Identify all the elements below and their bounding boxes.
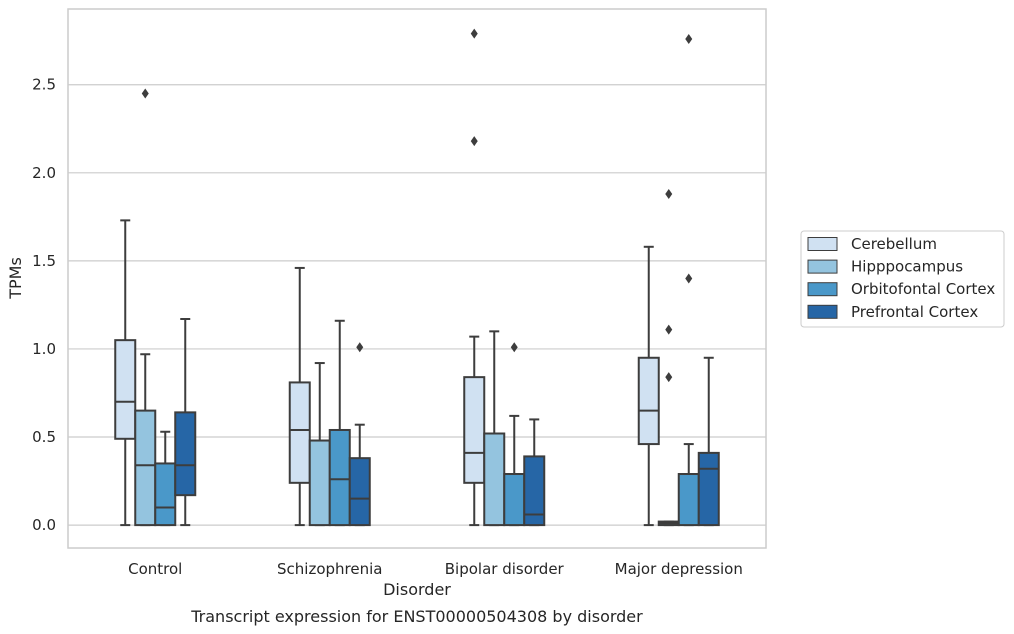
plot-area-frame (67, 8, 767, 549)
y-tick-label: 2.0 (32, 164, 56, 182)
y-tick-labels: 0.0 0.5 1.0 1.5 2.0 2.5 (32, 76, 56, 534)
box-group (348, 342, 371, 527)
outlier-point (665, 324, 673, 335)
box (483, 432, 506, 527)
y-tick-label: 1.5 (32, 252, 56, 270)
legend-swatch (807, 282, 838, 297)
y-tick-label: 2.5 (32, 76, 56, 94)
x-tick-label: Bipolar disorder (445, 560, 565, 578)
box (637, 356, 660, 446)
box-group (154, 430, 177, 527)
outlier-point (665, 188, 673, 199)
legend-frame (800, 230, 1005, 328)
y-axis-label: TPMs (6, 257, 25, 300)
outlier-point (685, 33, 693, 44)
box-group (503, 342, 526, 527)
chart-caption: Transcript expression for ENST0000050430… (190, 607, 643, 626)
boxes (114, 28, 720, 527)
box-group (463, 28, 486, 527)
y-tick-label: 0.5 (32, 428, 56, 446)
box (677, 473, 700, 527)
legend-swatch (807, 259, 838, 274)
legend-swatch (807, 304, 838, 319)
box (308, 439, 331, 527)
box-group (677, 33, 700, 527)
y-tick-label: 1.0 (32, 340, 56, 358)
box (463, 376, 486, 484)
box-group (637, 245, 660, 527)
box-group (697, 356, 720, 527)
box (697, 451, 720, 527)
box (154, 462, 177, 527)
legend-swatch (807, 237, 838, 251)
grid-lines (68, 84, 766, 526)
outlier-point (141, 88, 149, 99)
box-group (483, 330, 506, 527)
box-group (308, 362, 331, 527)
outlier-point (510, 342, 518, 353)
outlier-point (470, 136, 478, 147)
box (503, 473, 526, 527)
legend-label: Hipppocampus (851, 258, 963, 276)
legend-label: Prefrontal Cortex (851, 303, 978, 321)
box-group (134, 88, 157, 527)
box (328, 428, 351, 527)
x-tick-label: Schizophrenia (277, 560, 382, 578)
box-group (328, 319, 351, 527)
y-tick-label: 0.0 (32, 516, 56, 534)
box-group (657, 188, 680, 527)
x-tick-labels: Control Schizophrenia Bipolar disorder Majo… (128, 560, 743, 578)
outlier-point (665, 372, 673, 383)
outlier-point (470, 28, 478, 39)
box (134, 409, 157, 527)
box (114, 339, 137, 440)
x-axis-label: Disorder (383, 580, 451, 599)
box (523, 455, 546, 527)
outlier-point (356, 342, 364, 353)
box (174, 411, 197, 497)
outlier-point (685, 273, 693, 284)
x-tick-label: Control (128, 560, 182, 578)
box-group (114, 219, 137, 527)
box (288, 381, 311, 484)
legend-label: Orbitofontal Cortex (851, 280, 995, 298)
box-group (523, 418, 546, 527)
box-group (174, 318, 197, 527)
box (348, 457, 371, 527)
x-tick-label: Major depression (615, 560, 743, 578)
box-group (288, 266, 311, 527)
legend-label: Cerebellum (851, 235, 937, 253)
legend: Cerebellum Hipppocampus Orbitofontal Corte… (800, 230, 1005, 328)
